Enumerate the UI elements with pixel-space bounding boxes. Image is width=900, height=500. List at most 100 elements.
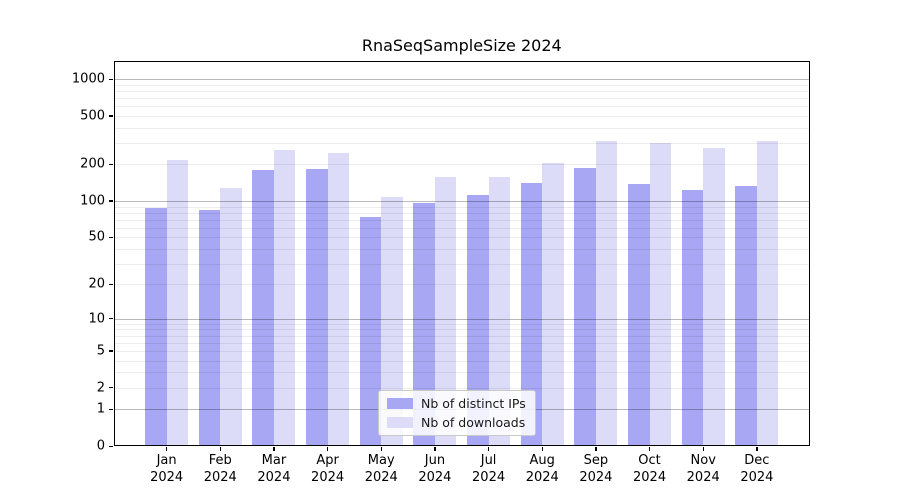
x-tick-label-6: Jul 2024	[472, 453, 506, 485]
bar-distinct-ips-2	[252, 170, 274, 445]
gridline-minor-70	[114, 219, 809, 221]
bar-downloads-1	[220, 188, 242, 445]
legend-label-distinct-ips: Nb of distinct IPs	[421, 396, 526, 411]
y-tick-1000	[109, 78, 113, 81]
legend: Nb of distinct IPs Nb of downloads	[378, 390, 536, 436]
gridline-major-10	[114, 318, 809, 320]
x-tick-3	[327, 446, 329, 451]
plot-canvas	[114, 62, 809, 445]
gridline-minor-30	[114, 263, 809, 265]
x-tick-7	[541, 446, 544, 451]
bar-downloads-10	[703, 148, 725, 445]
y-tick-label-500: 500	[80, 108, 105, 124]
x-tick-2	[273, 446, 275, 451]
bar-downloads-8	[595, 141, 618, 445]
bar-distinct-ips-0	[145, 207, 167, 445]
y-tick-label-50: 50	[88, 229, 105, 245]
legend-swatch-downloads	[387, 417, 413, 428]
bar-distinct-ips-9	[628, 184, 650, 445]
x-tick-label-0: Jan 2024	[150, 453, 184, 485]
x-tick-0	[166, 446, 168, 451]
y-tick-label-100: 100	[80, 193, 105, 209]
bar-downloads-2	[273, 150, 296, 445]
gridline-minor-50	[114, 237, 809, 239]
gridline-minor-200	[114, 164, 809, 166]
bar-downloads-4	[381, 196, 403, 445]
gridline-minor-700	[114, 98, 809, 100]
bar-downloads-9	[649, 143, 671, 445]
x-tick-label-11: Dec 2024	[740, 453, 774, 485]
bar-downloads-3	[327, 152, 350, 445]
y-tick-500	[109, 115, 113, 117]
x-tick-10	[702, 446, 704, 451]
y-tick-200	[109, 163, 113, 166]
y-tick-2	[109, 387, 113, 389]
y-tick-label-200: 200	[80, 156, 105, 172]
gridline-major-1000	[114, 79, 809, 81]
legend-item-downloads: Nb of downloads	[387, 415, 526, 430]
y-tick-20	[109, 283, 113, 286]
legend-swatch-distinct-ips	[387, 398, 413, 409]
x-tick-6	[488, 446, 490, 451]
x-tick-label-5: Jun 2024	[418, 453, 452, 485]
bar-distinct-ips-5	[413, 202, 435, 445]
y-tick-0	[109, 445, 113, 447]
gridline-minor-90	[114, 206, 809, 208]
y-tick-label-0: 0	[96, 438, 105, 454]
bar-distinct-ips-10	[681, 190, 704, 445]
x-tick-label-2: Mar 2024	[257, 453, 291, 485]
x-tick-11	[756, 446, 758, 451]
x-tick-label-1: Feb 2024	[203, 453, 237, 485]
gridline-minor-500	[114, 115, 809, 117]
bar-distinct-ips-1	[198, 210, 221, 445]
bar-downloads-6	[488, 176, 511, 445]
legend-label-downloads: Nb of downloads	[421, 415, 526, 430]
gridline-minor-20	[114, 284, 809, 286]
gridline-minor-4	[114, 360, 809, 362]
bar-downloads-5	[434, 176, 457, 445]
y-tick-label-5: 5	[96, 343, 105, 359]
x-tick-4	[380, 446, 383, 451]
x-tick-1	[219, 446, 222, 451]
gridline-minor-9	[114, 323, 809, 325]
gridline-minor-600	[114, 106, 809, 108]
bar-downloads-7	[542, 163, 564, 445]
gridline-minor-2	[114, 387, 809, 389]
x-tick-label-7: Aug 2024	[525, 453, 559, 485]
gridline-minor-6	[114, 342, 809, 344]
gridline-minor-40	[114, 248, 809, 250]
bar-downloads-11	[756, 141, 779, 445]
gridline-minor-800	[114, 91, 809, 93]
y-tick-100	[109, 200, 113, 202]
x-tick-5	[434, 446, 436, 451]
x-tick-label-9: Oct 2024	[633, 453, 667, 485]
x-tick-9	[649, 446, 651, 451]
bar-distinct-ips-3	[306, 169, 328, 445]
y-tick-10	[109, 318, 113, 320]
gridline-minor-300	[114, 143, 809, 145]
gridline-minor-400	[114, 127, 809, 129]
legend-item-distinct-ips: Nb of distinct IPs	[387, 396, 526, 411]
x-tick-label-10: Nov 2024	[686, 453, 720, 485]
y-tick-1	[109, 408, 113, 410]
gridline-minor-5	[114, 350, 809, 352]
gridline-minor-900	[114, 84, 809, 86]
gridline-minor-60	[114, 227, 809, 229]
y-tick-label-1: 1	[96, 401, 105, 417]
x-tick-label-4: May 2024	[364, 453, 398, 485]
bar-distinct-ips-8	[574, 168, 596, 445]
y-tick-label-1000: 1000	[71, 71, 105, 87]
y-tick-label-20: 20	[88, 276, 105, 292]
x-tick-8	[595, 446, 597, 451]
gridline-major-100	[114, 200, 809, 202]
chart-title: RnaSeqSampleSize 2024	[361, 36, 562, 55]
bar-distinct-ips-11	[735, 185, 757, 445]
gridline-minor-7	[114, 335, 809, 337]
bar-downloads-0	[166, 159, 189, 445]
gridline-minor-8	[114, 329, 809, 331]
x-tick-label-3: Apr 2024	[311, 453, 345, 485]
y-tick-label-2: 2	[96, 380, 105, 396]
y-tick-label-10: 10	[88, 311, 105, 327]
y-tick-50	[109, 236, 113, 239]
